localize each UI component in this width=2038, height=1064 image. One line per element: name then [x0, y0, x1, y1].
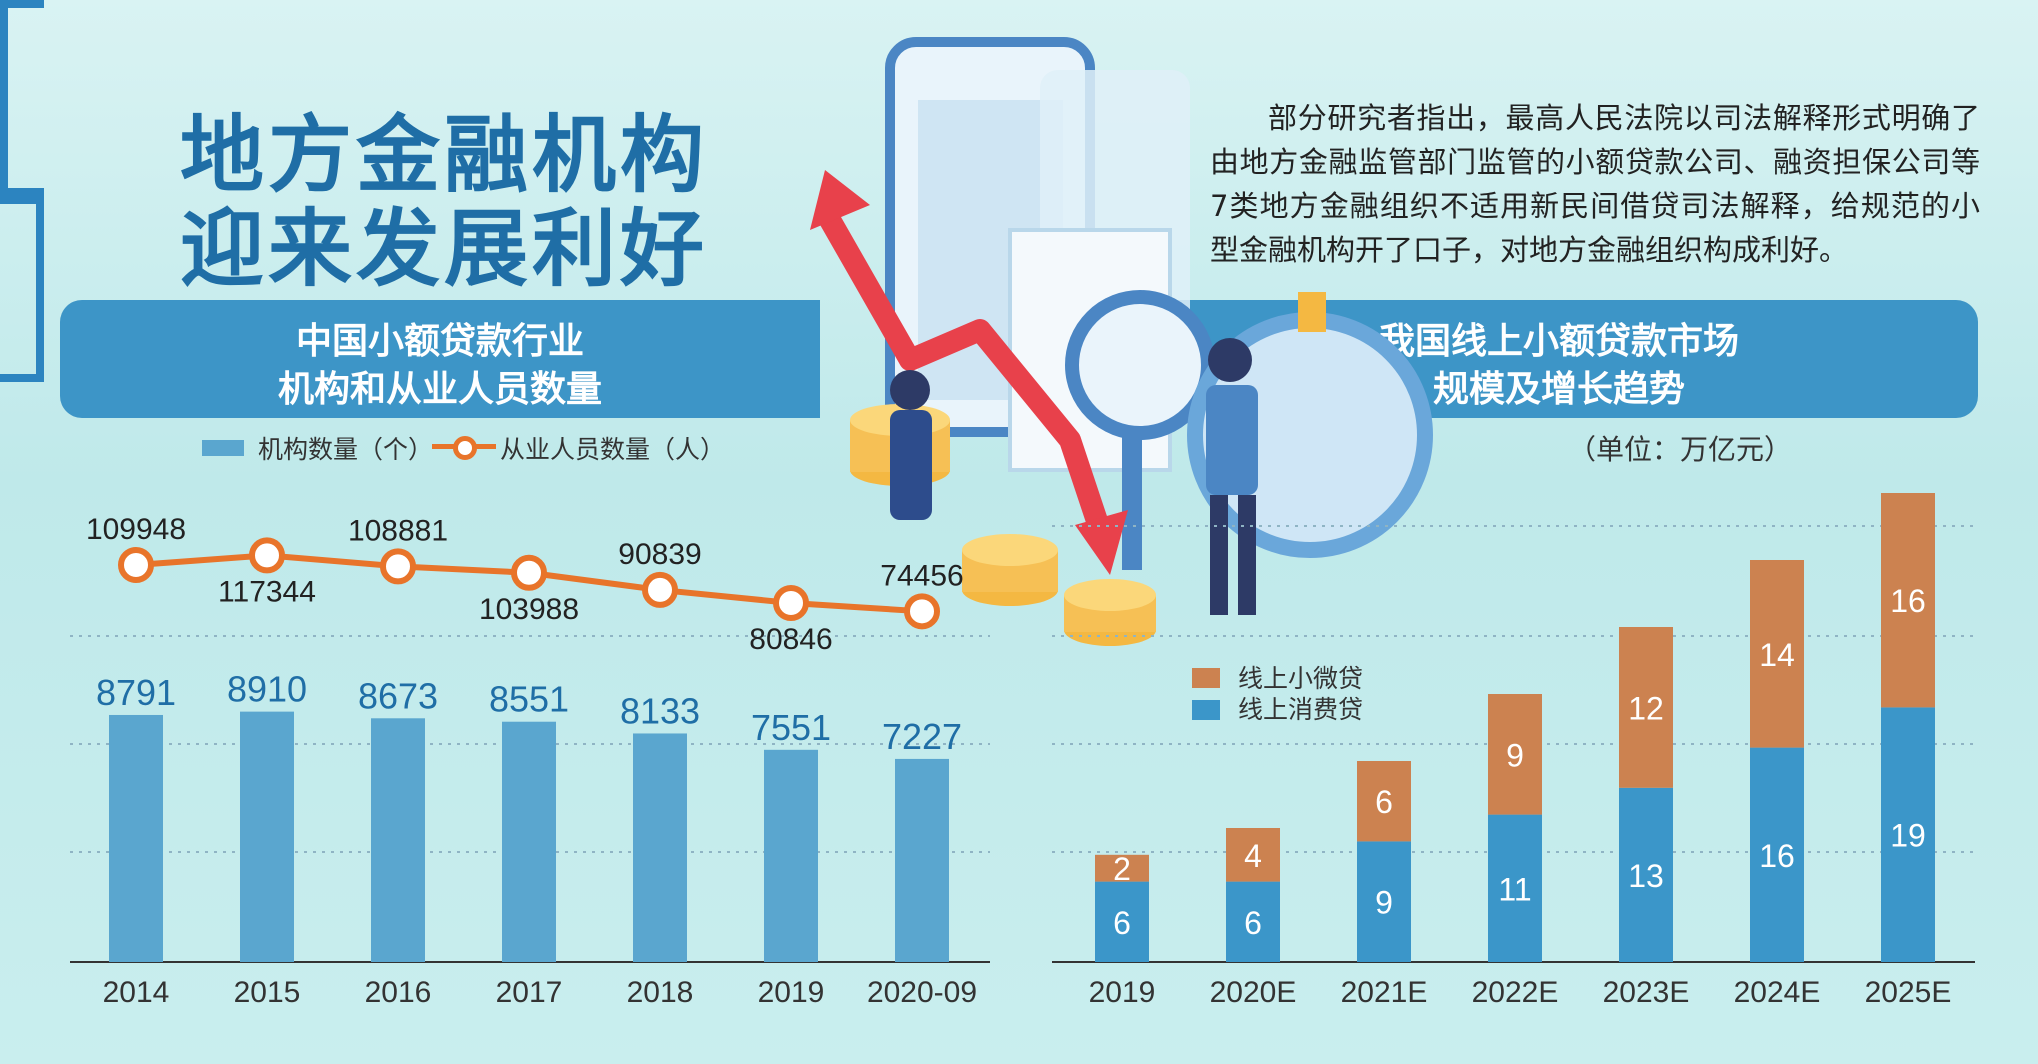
right-x-tick-label: 2021E — [1341, 976, 1428, 1009]
left-line-label: 103988 — [479, 593, 579, 626]
right-bar-micro — [1881, 493, 1935, 708]
left-bar — [502, 721, 556, 962]
right-bar-micro — [1488, 694, 1542, 815]
legend-consumer-swatch — [1192, 700, 1220, 720]
right-x-tick-label: 2020E — [1210, 976, 1297, 1009]
right-bar-consumer — [1095, 881, 1149, 962]
left-line-point — [642, 571, 678, 608]
left-bar-label: 7551 — [751, 707, 831, 748]
title-bracket-left — [0, 0, 44, 196]
left-x-tick-label: 2020-09 — [867, 976, 977, 1009]
legend-micro-swatch — [1192, 668, 1220, 688]
right-bar-consumer — [1619, 787, 1673, 962]
right-bar-consumer — [1226, 881, 1280, 962]
right-bar-consumer-label: 13 — [1628, 858, 1664, 894]
right-bar-micro-label: 2 — [1113, 851, 1131, 887]
left-bar — [240, 711, 294, 962]
left-x-tick-label: 2014 — [103, 976, 170, 1009]
left-line-label: 108881 — [348, 514, 448, 547]
left-line-label: 80846 — [749, 623, 832, 656]
right-x-tick-label: 2023E — [1603, 976, 1690, 1009]
person-illustration — [890, 370, 930, 410]
left-bar — [109, 714, 163, 962]
left-bar — [895, 758, 949, 962]
right-bar-consumer — [1357, 841, 1411, 962]
left-line-point — [249, 537, 285, 574]
left-x-tick-label: 2017 — [496, 976, 563, 1009]
page-title-line2: 迎来发展利好 — [180, 200, 709, 298]
left-line-point — [380, 548, 416, 585]
legend-bar-swatch — [202, 440, 244, 456]
left-x-tick-label: 2019 — [758, 976, 825, 1009]
left-bar — [371, 718, 425, 962]
left-line-point — [118, 547, 154, 583]
right-bar-consumer-label: 16 — [1759, 838, 1795, 874]
left-bar — [633, 733, 687, 962]
right-chart-unit: （单位：万亿元） — [1568, 433, 1793, 466]
left-line-point — [511, 554, 547, 591]
right-x-tick-label: 2022E — [1472, 976, 1559, 1009]
right-bar-consumer — [1488, 814, 1542, 962]
right-bar-micro-label: 4 — [1244, 838, 1262, 874]
right-bar-micro — [1357, 761, 1411, 842]
right-bar-micro-label: 6 — [1375, 784, 1393, 820]
right-bar-micro-label: 14 — [1759, 637, 1795, 673]
right-bar-consumer-label: 9 — [1375, 885, 1393, 921]
right-bar-consumer-label: 19 — [1890, 818, 1926, 854]
page-title-line1: 地方金融机构 — [180, 106, 709, 204]
left-x-tick-label: 2018 — [627, 976, 694, 1009]
left-bar-label: 8551 — [489, 679, 569, 720]
title-bracket-right — [0, 196, 44, 382]
clock-top — [1298, 292, 1326, 332]
right-bar-micro-label: 9 — [1506, 737, 1524, 773]
left-chart-title-line2: 机构和从业人员数量 — [277, 369, 602, 410]
left-chart-title-line1: 中国小额贷款行业 — [295, 321, 584, 362]
right-x-tick-label: 2019 — [1089, 976, 1156, 1009]
right-bar-consumer — [1881, 707, 1935, 962]
legend-consumer-label: 线上消费贷 — [1238, 695, 1363, 724]
left-chart-banner: 中国小额贷款行业 机构和从业人员数量 — [60, 300, 820, 418]
right-x-tick-label: 2025E — [1865, 976, 1952, 1009]
left-line-label: 117344 — [218, 575, 316, 608]
right-bar-micro-label: 12 — [1628, 690, 1664, 726]
right-bar-consumer-label: 11 — [1498, 871, 1531, 907]
right-bar-micro-label: 16 — [1890, 583, 1926, 619]
right-bar-consumer-label: 6 — [1113, 905, 1131, 941]
legend-line-marker — [453, 436, 477, 460]
finance-illustration — [810, 37, 1433, 646]
right-x-tick-label: 2024E — [1734, 976, 1821, 1009]
left-line-label: 109948 — [86, 513, 186, 546]
left-bar-label: 8910 — [227, 669, 307, 710]
right-chart-title-line2: 规模及增长趋势 — [1432, 369, 1685, 410]
left-bar-label: 8673 — [358, 675, 438, 716]
right-bar-micro — [1619, 627, 1673, 788]
left-x-tick-label: 2016 — [365, 976, 432, 1009]
left-x-tick-label: 2015 — [234, 976, 301, 1009]
right-bar-micro — [1226, 828, 1280, 882]
right-bar-consumer — [1750, 747, 1804, 962]
right-bar-micro — [1095, 854, 1149, 882]
left-bar-label: 8133 — [620, 690, 700, 731]
left-line-point — [904, 593, 940, 630]
left-line-point — [773, 584, 809, 621]
legend-line-label: 从业人员数量（人） — [500, 435, 726, 464]
left-line-label: 74456 — [880, 559, 963, 592]
right-bar-consumer-label: 6 — [1244, 905, 1262, 941]
right-chart-title-line1: 我国线上小额贷款市场 — [1378, 321, 1739, 362]
person-illustration-2 — [1208, 338, 1252, 382]
left-bar-label: 8791 — [96, 672, 176, 713]
magnifier-handle — [1122, 430, 1142, 570]
left-line-label: 90839 — [618, 538, 701, 571]
left-bar — [764, 749, 818, 962]
legend-bar-label: 机构数量（个） — [258, 435, 434, 464]
right-bar-micro — [1750, 560, 1804, 748]
intro-paragraph: 部分研究者指出，最高人民法院以司法解释形式明确了由地方金融监管部门监管的小额贷款… — [1210, 101, 1980, 267]
left-bar-label: 7227 — [882, 716, 962, 757]
legend-micro-label: 线上小微贷 — [1238, 664, 1363, 693]
trend-arrow — [820, 214, 1111, 534]
